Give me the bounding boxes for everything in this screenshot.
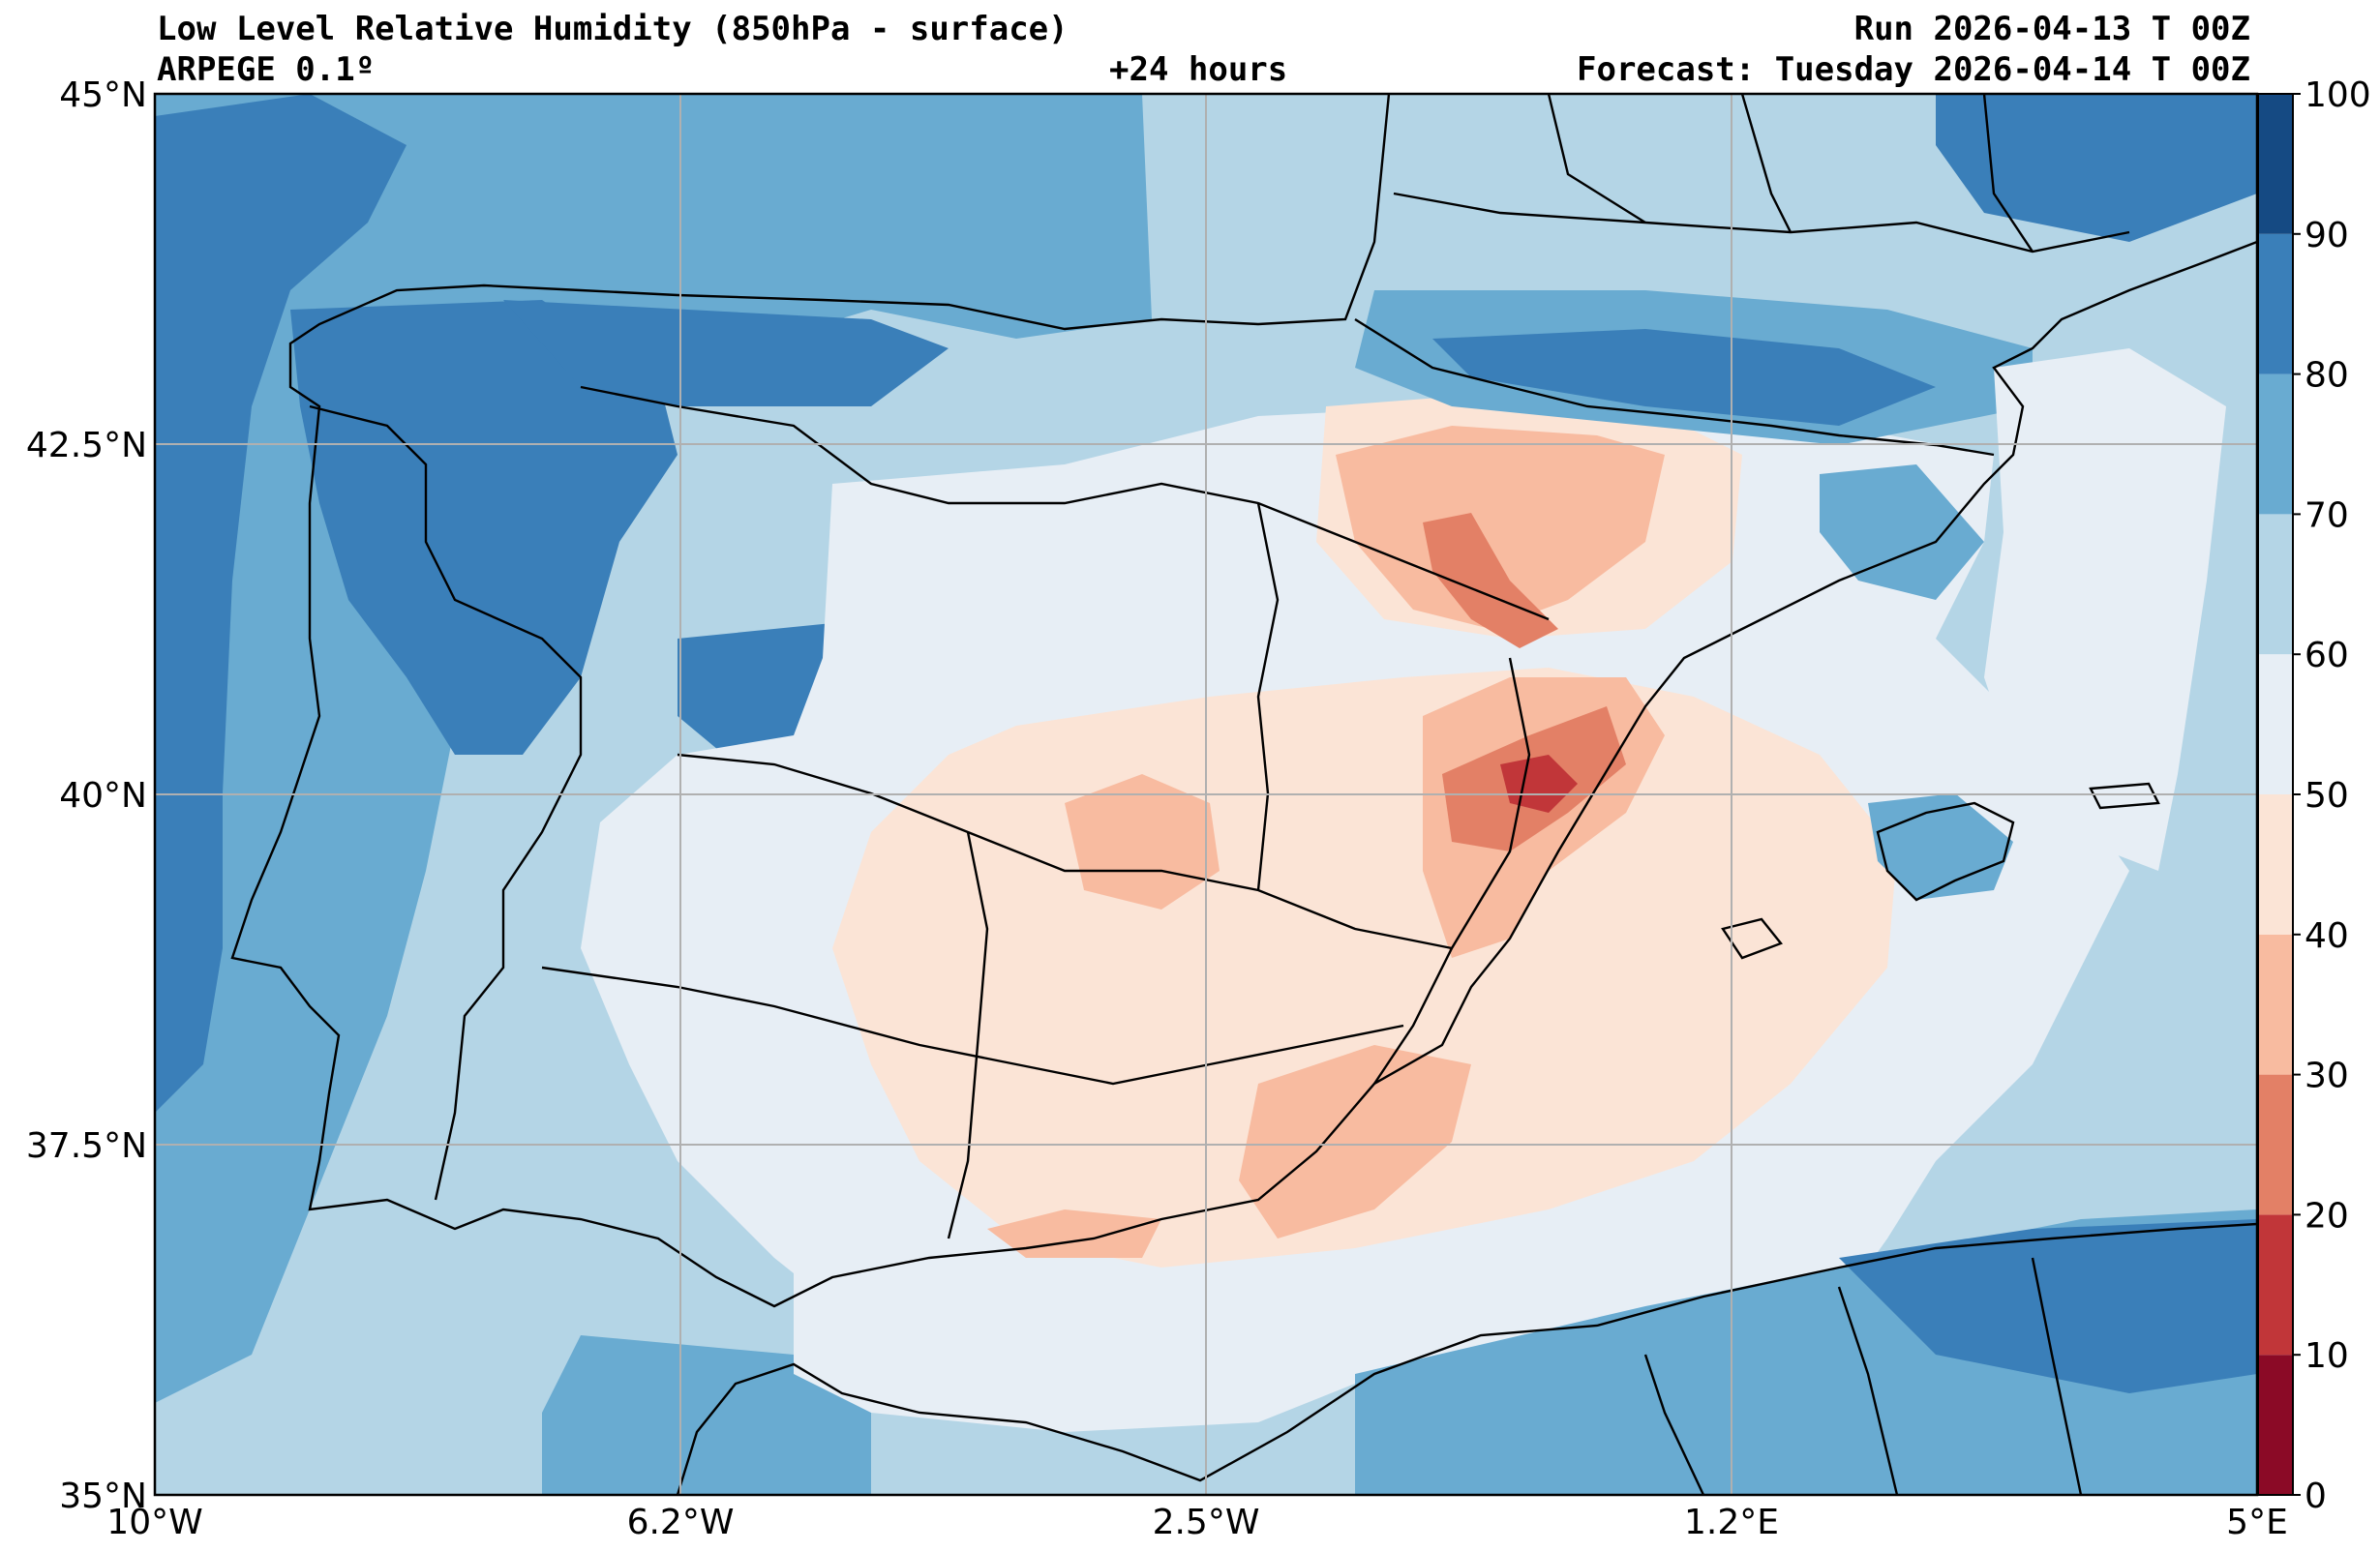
lead-time-label: +24 hours bbox=[1109, 50, 1288, 89]
lat-tick-label: 37.5°N bbox=[26, 1126, 147, 1166]
colorbar-tick-label: 40 bbox=[2305, 916, 2349, 956]
colorbar-segment bbox=[2258, 233, 2293, 374]
border-france bbox=[1354, 317, 1995, 457]
field-alboran-60-70 bbox=[794, 1258, 1355, 1432]
lat-tick-label: 42.5°N bbox=[26, 426, 147, 465]
field-biscay-90-100 bbox=[503, 300, 949, 406]
border-africa-interior bbox=[1643, 1257, 2083, 1495]
colorbar-segment bbox=[2258, 1074, 2293, 1215]
colorbar-tick-label: 60 bbox=[2305, 636, 2349, 675]
field-alps-90-100 bbox=[1936, 94, 2257, 242]
forecast-label: Forecast: Tuesday 2026-04-14 T 00Z bbox=[1577, 50, 2250, 89]
lon-axis: 10°W 6.2°W 2.5°W 1.2°E 5°E bbox=[106, 1503, 2288, 1542]
border-regions-5 bbox=[1256, 502, 1280, 891]
coastline-ibiza bbox=[1721, 917, 1783, 960]
border-regions-2 bbox=[677, 753, 1453, 950]
lon-tick-label: 1.2°E bbox=[1684, 1503, 1779, 1542]
colorbar-segment bbox=[2258, 654, 2293, 794]
colorbar-segment bbox=[2258, 934, 2293, 1075]
lon-tick-label: 6.2°W bbox=[627, 1503, 735, 1542]
field-pyrenees-90-100 bbox=[1432, 329, 1936, 426]
colorbar: 0 10 20 30 40 50 60 70 80 90 100 bbox=[2257, 75, 2371, 1516]
lat-tick-label: 40°N bbox=[59, 776, 147, 816]
coastlines bbox=[230, 94, 2257, 1495]
colorbar-tick-label: 70 bbox=[2305, 495, 2349, 535]
field-ebro-40-50 bbox=[1336, 426, 1665, 629]
field-med-60-70 bbox=[1984, 348, 2226, 871]
field-balearic-80-90 bbox=[1868, 793, 2013, 900]
lat-tick-label: 35°N bbox=[59, 1477, 147, 1516]
field-almeria-40-50 bbox=[987, 1209, 1161, 1258]
colorbar-tick-label: 90 bbox=[2305, 216, 2349, 255]
chart-title: Low Level Relative Humidity (850hPa - su… bbox=[157, 10, 1069, 48]
coastline-menorca bbox=[2089, 782, 2160, 810]
field-atlantic-90-100 bbox=[155, 94, 407, 1113]
border-regions-4 bbox=[947, 831, 989, 1239]
colorbar-segment bbox=[2258, 514, 2293, 655]
field-morocco-80-90 bbox=[542, 1335, 871, 1495]
lat-axis: 45°N 42.5°N 40°N 37.5°N 35°N bbox=[26, 75, 147, 1516]
colorbar-segment bbox=[2258, 94, 2293, 234]
border-regions-3 bbox=[541, 966, 1404, 1086]
colorbar-tick-label: 50 bbox=[2305, 776, 2349, 816]
colorbar-segment bbox=[2258, 373, 2293, 515]
border-portugal bbox=[309, 404, 583, 1201]
field-ebro-30-40 bbox=[1423, 513, 1558, 648]
border-regions-6 bbox=[1373, 657, 1531, 1085]
colorbar-tick-label: 80 bbox=[2305, 356, 2349, 396]
colorbar-tick-label: 0 bbox=[2305, 1477, 2327, 1516]
lon-tick-label: 2.5°W bbox=[1153, 1503, 1260, 1542]
coastline-iberia bbox=[230, 94, 2257, 1308]
colorbar-segment bbox=[2258, 1355, 2293, 1495]
colorbar-tick-label: 20 bbox=[2305, 1196, 2349, 1236]
colorbar-tick-label: 30 bbox=[2305, 1057, 2349, 1096]
colorbar-segment bbox=[2258, 794, 2293, 935]
field-murcia-40-50 bbox=[1239, 1045, 1471, 1239]
lon-tick-label: 10°W bbox=[106, 1503, 202, 1542]
lat-tick-label: 45°N bbox=[59, 75, 147, 115]
colorbar-tick-label: 10 bbox=[2305, 1336, 2349, 1376]
coastline-africa bbox=[676, 1222, 2257, 1495]
field-catalonia-80-90 bbox=[1820, 464, 1984, 600]
lon-tick-label: 5°E bbox=[2226, 1503, 2288, 1542]
run-label: Run 2026-04-13 T 00Z bbox=[1853, 10, 2250, 48]
border-france-interior-2 bbox=[1547, 94, 2034, 253]
field-galicia-90-100 bbox=[290, 300, 678, 755]
border-regions-1 bbox=[580, 385, 1550, 621]
model-label: ARPEGE 0.1º bbox=[157, 50, 376, 89]
colorbar-segment bbox=[2258, 1214, 2293, 1356]
colorbar-tick-label: 100 bbox=[2305, 75, 2371, 115]
coastline-mallorca bbox=[1876, 801, 2015, 902]
field-africa-90-100 bbox=[1839, 1219, 2257, 1393]
